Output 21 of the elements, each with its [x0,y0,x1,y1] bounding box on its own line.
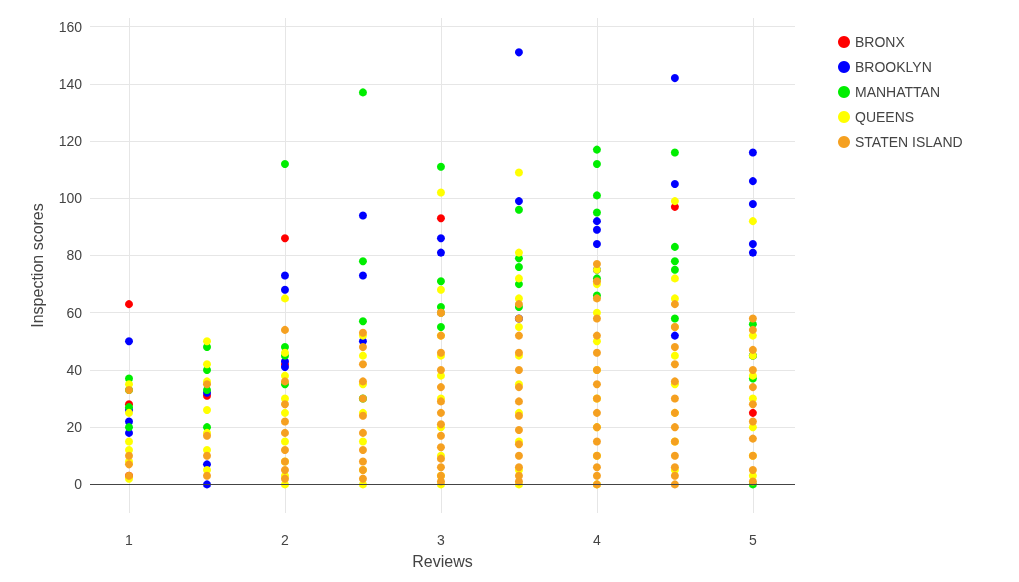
y-tick-label: 120 [58,133,83,150]
legend-label: QUEENS [855,109,915,125]
y-tick-label: 160 [58,18,83,35]
x-tick-label: 2 [281,532,290,548]
x-axis-title: Reviews [412,552,473,570]
y-tick-label: 20 [66,419,83,436]
legend-label: STATEN ISLAND [855,134,963,150]
x-tick-label: 1 [125,532,134,548]
y-tick-label: 60 [66,304,83,321]
y-tick-label: 100 [58,190,83,207]
x-tick-label: 5 [748,532,757,548]
y-tick-label: 140 [58,75,83,92]
legend-label: MANHATTAN [855,84,941,100]
y-tick-label: 80 [66,247,83,264]
y-tick-label: 0 [74,476,83,493]
legend-label: BROOKLYN [855,59,932,75]
x-tick-label: 3 [437,532,446,548]
legend-label: BRONX [855,34,906,50]
y-tick-label: 40 [66,361,83,378]
y-axis-title: Inspection scores [28,203,46,328]
x-tick-label: 4 [593,532,602,548]
